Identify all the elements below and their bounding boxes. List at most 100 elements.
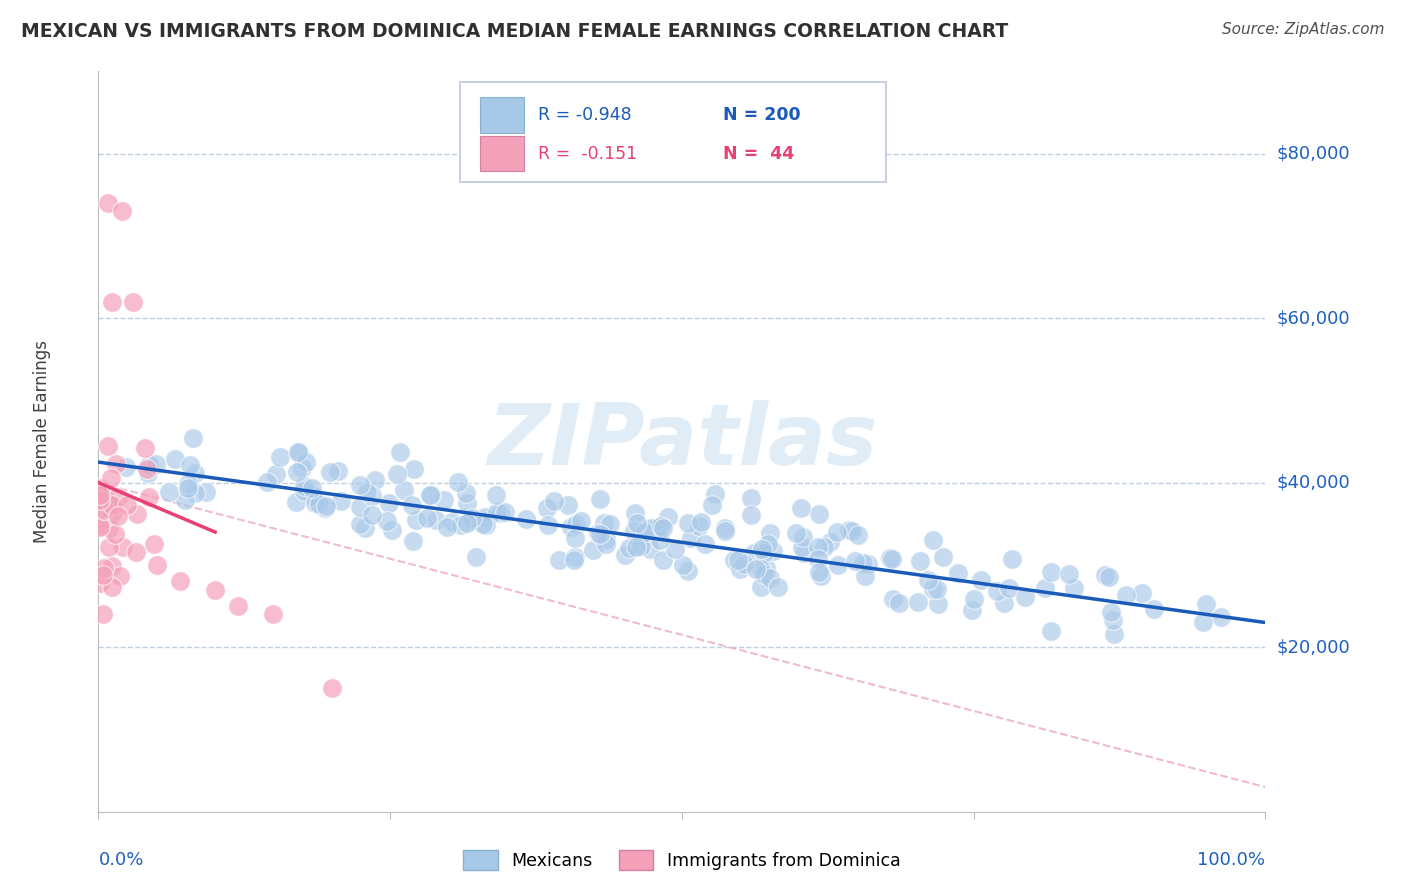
Point [177, 476, 200, 491]
Point [1057, 566, 1080, 581]
Point [1040, 565, 1063, 579]
Point [766, 580, 789, 594]
Point [813, 541, 835, 555]
Point [595, 533, 617, 547]
Point [204, 582, 226, 597]
Point [394, 483, 416, 497]
Point [1101, 613, 1123, 627]
Point [143, 537, 166, 551]
Point [664, 541, 686, 556]
Point [101, 507, 124, 521]
Point [402, 533, 425, 548]
Point [330, 494, 353, 508]
Point [89, 493, 111, 508]
Text: Source: ZipAtlas.com: Source: ZipAtlas.com [1222, 22, 1385, 37]
Text: R =  -0.151: R = -0.151 [538, 145, 637, 162]
Point [381, 523, 404, 537]
Point [681, 531, 703, 545]
Text: $20,000: $20,000 [1277, 638, 1350, 657]
Point [1098, 569, 1121, 583]
Point [733, 557, 755, 571]
Point [266, 467, 288, 482]
Text: MEXICAN VS IMMIGRANTS FROM DOMINICA MEDIAN FEMALE EARNINGS CORRELATION CHART: MEXICAN VS IMMIGRANTS FROM DOMINICA MEDI… [21, 22, 1008, 41]
Point [385, 467, 408, 481]
Point [97, 196, 120, 211]
Point [494, 505, 516, 519]
Point [291, 461, 314, 475]
Point [882, 592, 904, 607]
Point [634, 525, 657, 540]
Point [138, 458, 160, 472]
Point [630, 529, 652, 543]
Point [617, 541, 640, 555]
Point [960, 603, 983, 617]
Point [375, 514, 398, 528]
Point [623, 524, 645, 538]
Point [1040, 624, 1063, 638]
Point [759, 571, 782, 585]
Point [1063, 581, 1085, 595]
Point [749, 580, 772, 594]
Point [378, 496, 401, 510]
Text: $40,000: $40,000 [1277, 474, 1350, 491]
Point [592, 516, 614, 531]
Point [657, 509, 679, 524]
Point [419, 488, 441, 502]
Point [917, 573, 939, 587]
Point [548, 553, 571, 567]
Point [589, 491, 612, 506]
Point [349, 477, 371, 491]
Point [537, 518, 560, 533]
Text: 0.0%: 0.0% [98, 851, 143, 869]
Point [485, 505, 508, 519]
Point [475, 518, 498, 533]
Point [321, 681, 343, 696]
Point [285, 495, 308, 509]
Point [792, 541, 814, 555]
Point [613, 548, 636, 562]
Point [908, 554, 931, 568]
Point [145, 457, 167, 471]
Point [465, 549, 488, 564]
Point [745, 562, 768, 576]
Point [624, 506, 647, 520]
Point [1000, 552, 1022, 566]
Point [1191, 615, 1213, 629]
Point [652, 520, 675, 534]
Point [564, 549, 586, 564]
Point [645, 521, 668, 535]
Bar [479, 136, 524, 171]
Point [433, 492, 456, 507]
Point [460, 513, 482, 527]
Point [288, 446, 311, 460]
Text: N =  44: N = 44 [723, 145, 794, 162]
Point [104, 458, 127, 472]
Text: N = 200: N = 200 [723, 106, 800, 124]
Point [181, 431, 204, 445]
Point [792, 530, 814, 544]
Point [582, 542, 605, 557]
Point [595, 537, 617, 551]
Point [560, 519, 582, 533]
Point [515, 511, 537, 525]
Point [827, 558, 849, 572]
Point [269, 450, 291, 465]
Point [454, 486, 477, 500]
Point [89, 518, 111, 533]
Point [319, 465, 342, 479]
Point [177, 481, 200, 495]
Point [89, 576, 111, 591]
Point [946, 566, 969, 580]
Point [101, 294, 124, 309]
Point [752, 546, 775, 560]
Point [89, 488, 111, 502]
Point [107, 490, 129, 504]
Point [115, 459, 138, 474]
Point [970, 574, 993, 588]
Point [436, 520, 458, 534]
Point [586, 525, 609, 540]
Point [640, 521, 662, 535]
Point [292, 484, 315, 499]
Point [402, 462, 425, 476]
Point [474, 510, 496, 524]
